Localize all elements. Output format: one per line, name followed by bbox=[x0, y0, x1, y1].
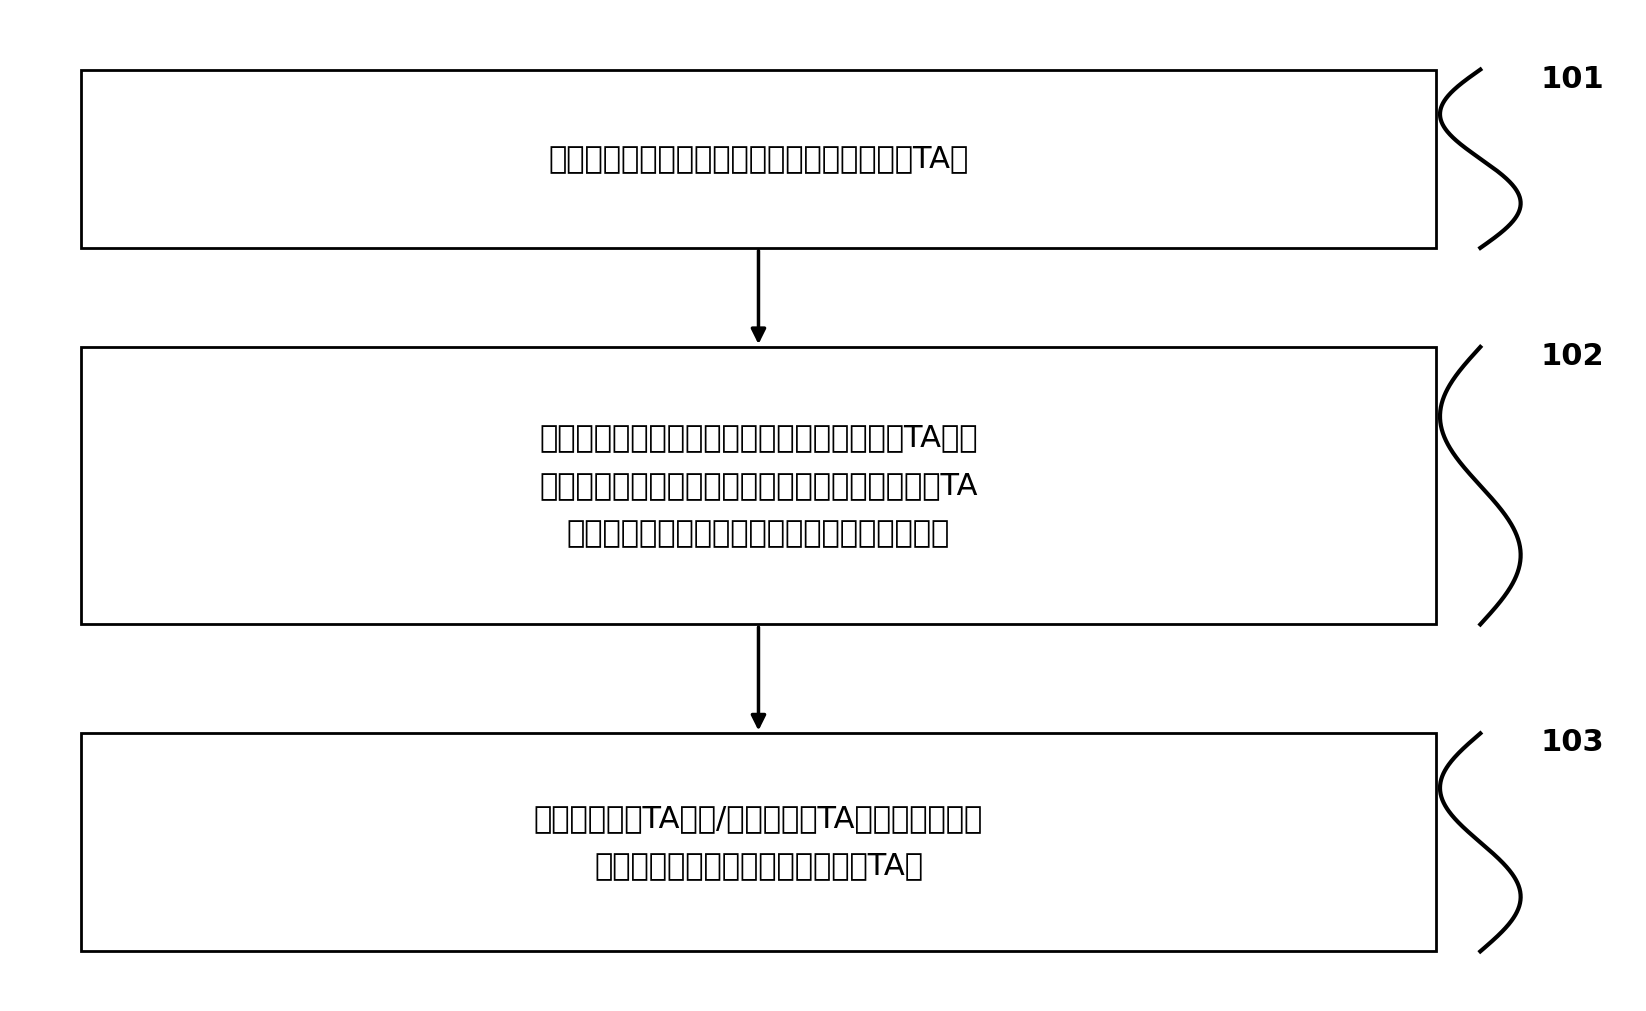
Bar bbox=[81, 347, 1435, 625]
Text: 102: 102 bbox=[1541, 342, 1605, 371]
Text: 获取所述终端设备在第一时刻自主调整的第一TA值: 获取所述终端设备在第一时刻自主调整的第一TA值 bbox=[548, 145, 968, 173]
Text: 端设备在所述第一时刻使用的第三TA值: 端设备在所述第一时刻使用的第三TA值 bbox=[594, 851, 923, 881]
Text: 根据所述第一TA值和/或所述第二TA值，确定所述终: 根据所述第一TA值和/或所述第二TA值，确定所述终 bbox=[533, 804, 983, 833]
Text: 值，其中，所述第二时刻位于所述第一时刻之前: 值，其中，所述第二时刻位于所述第一时刻之前 bbox=[566, 519, 950, 548]
Text: 确定所述终端设备在所述第一时刻闭环调整的第二TA: 确定所述终端设备在所述第一时刻闭环调整的第二TA bbox=[540, 471, 978, 500]
Bar bbox=[81, 70, 1435, 248]
Text: 根据所述终端设备在至少一个第二时刻的第四TA值，: 根据所述终端设备在至少一个第二时刻的第四TA值， bbox=[540, 424, 978, 453]
Bar bbox=[81, 733, 1435, 951]
Text: 101: 101 bbox=[1541, 65, 1605, 94]
Text: 103: 103 bbox=[1541, 728, 1605, 757]
